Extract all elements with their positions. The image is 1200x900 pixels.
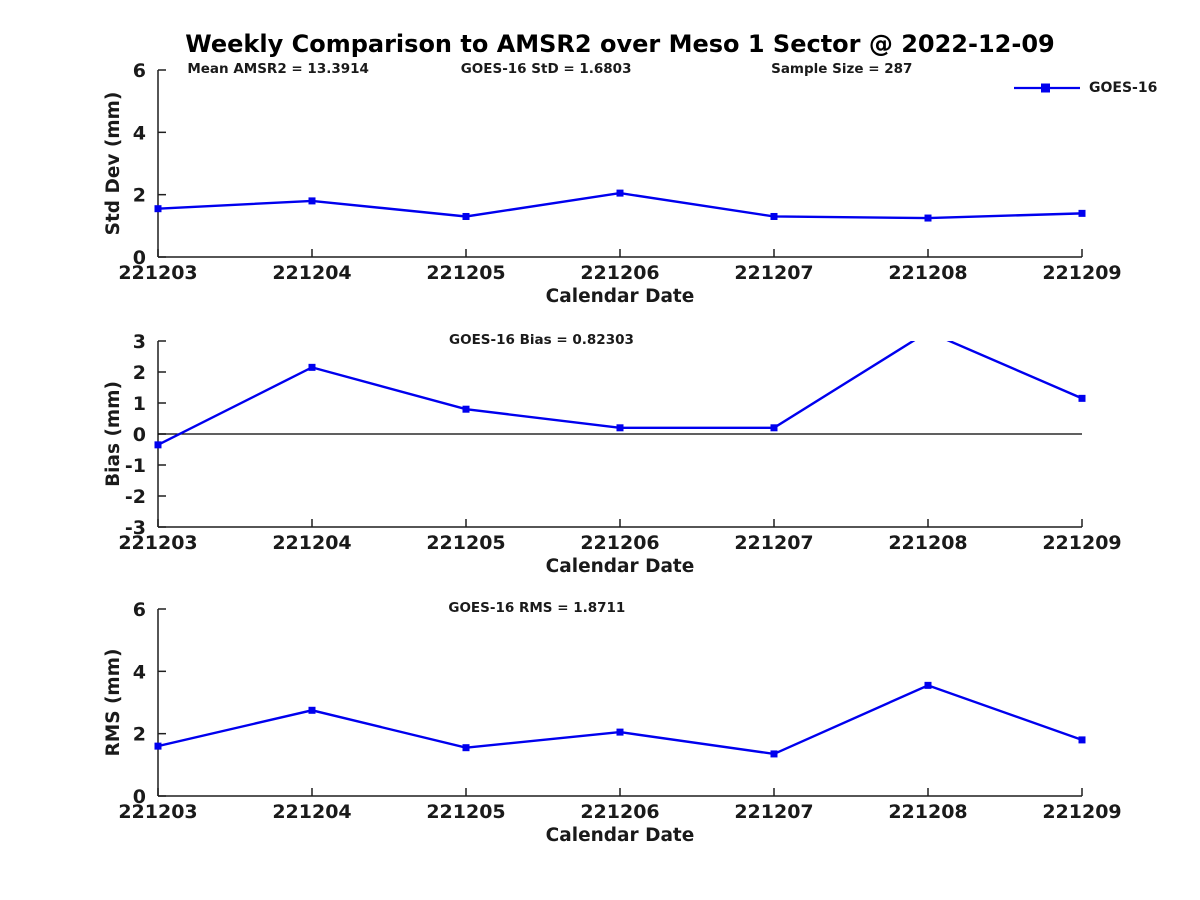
data-point-marker [308, 706, 316, 714]
data-point-marker [154, 742, 162, 750]
x-tick-label: 221209 [1042, 262, 1121, 284]
y-axis-label: RMS (mm) [103, 649, 124, 757]
data-point-marker [462, 405, 470, 413]
y-tick-label: -2 [125, 486, 146, 508]
x-tick-label: 221205 [426, 262, 505, 284]
legend-label: GOES-16 [1089, 80, 1158, 96]
x-tick-label: 221205 [426, 532, 505, 554]
data-point-marker [770, 424, 778, 432]
x-tick-label: 221204 [272, 262, 351, 284]
subplot-bias: -3 -2 -1 0 1 2 3 221203 221204 221205 221206 221207… [103, 331, 1122, 577]
y-axis-label: Bias (mm) [103, 381, 124, 487]
x-tick-label: 221203 [118, 262, 197, 284]
y-tick-label: 4 [133, 661, 146, 683]
figure-title: Weekly Comparison to AMSR2 over Meso 1 S… [185, 30, 1055, 58]
legend-line-sample [1014, 83, 1080, 93]
stat-annotation: GOES-16 Bias = 0.82303 [449, 332, 634, 348]
data-point-marker [154, 205, 162, 213]
subplot-std-dev: 0 2 4 6 221203 221204 221205 221206 221207 221208… [103, 60, 1122, 307]
y-tick-label: -1 [125, 455, 146, 477]
data-point-marker [1078, 209, 1086, 217]
x-tick-label: 221207 [734, 262, 813, 284]
data-point-marker [616, 189, 624, 197]
stat-annotation: GOES-16 StD = 1.6803 [461, 61, 632, 77]
y-tick-label: 0 [133, 247, 146, 269]
data-point-marker [770, 212, 778, 220]
legend-marker [1041, 83, 1050, 93]
data-point-marker [462, 744, 470, 752]
x-tick-label: 221207 [734, 532, 813, 554]
data-point-marker [1078, 736, 1086, 744]
y-tick-label: 2 [133, 724, 146, 746]
x-tick-label: 221204 [272, 532, 351, 554]
series-line-goes-16 [158, 684, 1082, 756]
y-tick-label: 6 [133, 599, 146, 621]
x-tick-label: 221205 [426, 801, 505, 823]
y-tick-label: 0 [133, 786, 146, 808]
stat-annotation: Mean AMSR2 = 13.3914 [187, 61, 369, 77]
x-tick-label: 221208 [888, 532, 967, 554]
data-point-marker [462, 212, 470, 220]
x-tick-label: 221209 [1042, 532, 1121, 554]
stat-annotation: GOES-16 RMS = 1.8711 [448, 600, 625, 616]
data-point-marker [308, 363, 316, 371]
y-tick-label: 2 [133, 362, 146, 384]
data-point-marker [1078, 394, 1086, 402]
x-tick-label: 221208 [888, 262, 967, 284]
x-tick-label: 221206 [580, 801, 659, 823]
legend: GOES-16 [1012, 80, 1157, 96]
y-tick-label: 1 [133, 393, 146, 415]
x-tick-label: 221209 [1042, 801, 1121, 823]
y-tick-label: 4 [133, 122, 146, 144]
x-tick-label: 221203 [118, 532, 197, 554]
y-tick-label: 3 [133, 331, 146, 353]
data-point-marker [154, 441, 162, 449]
x-tick-label: 221206 [580, 262, 659, 284]
x-tick-label: 221208 [888, 801, 967, 823]
x-tick-label: 221206 [580, 532, 659, 554]
x-axis-label: Calendar Date [546, 825, 695, 846]
data-point-marker [924, 681, 932, 689]
x-tick-label: 221204 [272, 801, 351, 823]
data-point-marker [308, 197, 316, 205]
x-axis-label: Calendar Date [546, 286, 695, 307]
stat-annotation: Sample Size = 287 [771, 61, 912, 77]
data-point-marker [616, 424, 624, 432]
x-axis-label: Calendar Date [546, 556, 695, 577]
y-tick-label: 0 [133, 424, 146, 446]
x-tick-label: 221207 [734, 801, 813, 823]
y-tick-label: 6 [133, 60, 146, 82]
data-point-marker [616, 728, 624, 736]
y-tick-label: -3 [125, 517, 146, 539]
subplot-rms: 0 2 4 6 221203 221204 221205 221206 221207 221208… [103, 599, 1122, 846]
series-line-goes-16 [158, 191, 1082, 220]
x-tick-label: 221203 [118, 801, 197, 823]
y-tick-label: 2 [133, 185, 146, 207]
data-point-marker [924, 214, 932, 222]
y-axis-label: Std Dev (mm) [103, 92, 124, 236]
data-point-marker [770, 750, 778, 758]
